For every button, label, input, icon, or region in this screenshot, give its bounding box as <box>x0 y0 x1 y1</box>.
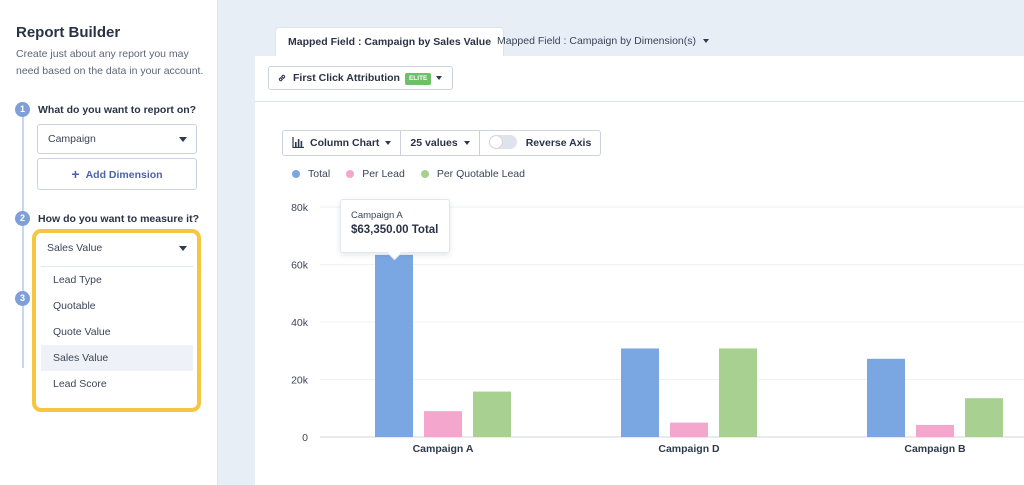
measure-select-value: Sales Value <box>47 242 103 254</box>
y-tick-label: 60k <box>291 260 309 272</box>
bar-per-quotable-lead[interactable] <box>473 391 511 437</box>
attribution-label: First Click Attribution <box>293 72 400 84</box>
chart-controls: Column Chart 25 values Reverse Axis <box>282 130 602 156</box>
attribution-toolbar: First Click Attribution ELITE <box>255 56 1024 102</box>
bar-per-lead[interactable] <box>916 424 954 437</box>
chevron-down-icon <box>385 141 392 145</box>
y-tick-label: 40k <box>291 317 309 329</box>
dimension-select-value: Campaign <box>48 133 96 145</box>
chart-type-dropdown[interactable]: Column Chart <box>283 131 402 155</box>
report-builder-sidebar: Report Builder Create just about any rep… <box>0 0 218 485</box>
elite-badge: ELITE <box>404 73 432 85</box>
dimension-select[interactable]: Campaign <box>37 124 197 154</box>
measure-option[interactable]: Lead Score <box>53 378 107 390</box>
measure-option[interactable]: Lead Type <box>53 274 102 286</box>
y-tick-label: 0 <box>302 432 308 444</box>
legend-dot <box>420 170 429 178</box>
sidebar-description: Create just about any report you may nee… <box>16 48 204 77</box>
chevron-down-icon <box>179 246 187 251</box>
bar-per-quotable-lead[interactable] <box>719 348 757 437</box>
step-2-question: How do you want to measure it? <box>38 213 200 225</box>
legend-dot <box>346 170 355 178</box>
legend-label: Per Lead <box>362 168 405 180</box>
bar-total[interactable] <box>867 358 905 437</box>
reverse-axis-toggle[interactable] <box>488 135 517 149</box>
reverse-axis-label: Reverse Axis <box>525 137 592 149</box>
bar-per-lead[interactable] <box>424 411 462 437</box>
legend-dot <box>292 170 300 178</box>
tab-label: Mapped Field : Campaign by Sales Value <box>288 36 492 48</box>
tab-campaign-by-dimensions[interactable]: Mapped Field : Campaign by Dimension(s) <box>485 27 721 56</box>
link-icon <box>278 74 286 82</box>
legend-label: Per Quotable Lead <box>436 168 525 180</box>
measure-option[interactable]: Quote Value <box>53 326 111 338</box>
bar-total[interactable] <box>621 348 659 437</box>
y-tick-label: 20k <box>291 375 309 387</box>
plus-icon: + <box>71 166 80 182</box>
x-tick-label: Campaign B <box>904 443 966 455</box>
step-2-badge: 2 <box>15 211 30 226</box>
legend-item-per-quotable-lead[interactable]: Per Quotable Lead <box>420 168 525 180</box>
step-1-question: What do you want to report on? <box>38 104 197 116</box>
values-count-label: 25 values <box>410 137 458 149</box>
add-dimension-label: Add Dimension <box>85 169 163 181</box>
measure-highlight-frame <box>32 229 201 412</box>
measure-dropdown-list: Lead Type Quotable Quote Value Sales Val… <box>41 266 193 397</box>
bar-total[interactable] <box>375 254 413 437</box>
tab-campaign-by-sales-value[interactable]: Mapped Field : Campaign by Sales Value <box>275 27 505 56</box>
chevron-down-icon <box>436 76 443 80</box>
measure-select[interactable]: Sales Value <box>37 234 196 264</box>
tab-label: Mapped Field : Campaign by Dimension(s) <box>497 35 697 47</box>
legend-label: Total <box>308 168 331 180</box>
measure-option[interactable]: Quotable <box>53 300 96 312</box>
tooltip-total-value: $63,350.00 Total <box>351 224 439 236</box>
tooltip-campaign-name: Campaign A <box>351 210 403 221</box>
reverse-axis-control[interactable]: Reverse Axis <box>480 131 601 155</box>
legend-item-total[interactable]: Total <box>292 168 330 180</box>
bar-per-lead[interactable] <box>670 422 708 437</box>
step-1-badge: 1 <box>15 102 30 117</box>
chevron-down-icon <box>179 137 187 142</box>
x-tick-label: Campaign A <box>413 443 474 455</box>
attribution-dropdown[interactable]: First Click Attribution ELITE <box>268 66 454 90</box>
bar-chart-icon <box>292 137 304 148</box>
toggle-knob <box>489 136 502 148</box>
step-3-badge: 3 <box>15 291 30 306</box>
chevron-down-icon <box>703 39 710 43</box>
chart-type-label: Column Chart <box>310 137 380 149</box>
add-dimension-button[interactable]: + Add Dimension <box>37 158 197 190</box>
measure-option-selected[interactable]: Sales Value <box>41 345 193 371</box>
step-connector-line <box>22 110 24 368</box>
legend-item-per-lead[interactable]: Per Lead <box>346 168 405 180</box>
chart-legend: Total Per Lead Per Quotable Lead <box>292 168 541 180</box>
y-tick-label: 80k <box>291 202 309 214</box>
chevron-down-icon <box>463 141 470 145</box>
chart-tooltip: Campaign A $63,350.00 Total <box>340 199 450 253</box>
x-tick-label: Campaign D <box>658 443 720 455</box>
sidebar-title: Report Builder <box>16 24 121 41</box>
values-count-dropdown[interactable]: 25 values <box>401 131 480 155</box>
bar-per-quotable-lead[interactable] <box>965 398 1003 437</box>
